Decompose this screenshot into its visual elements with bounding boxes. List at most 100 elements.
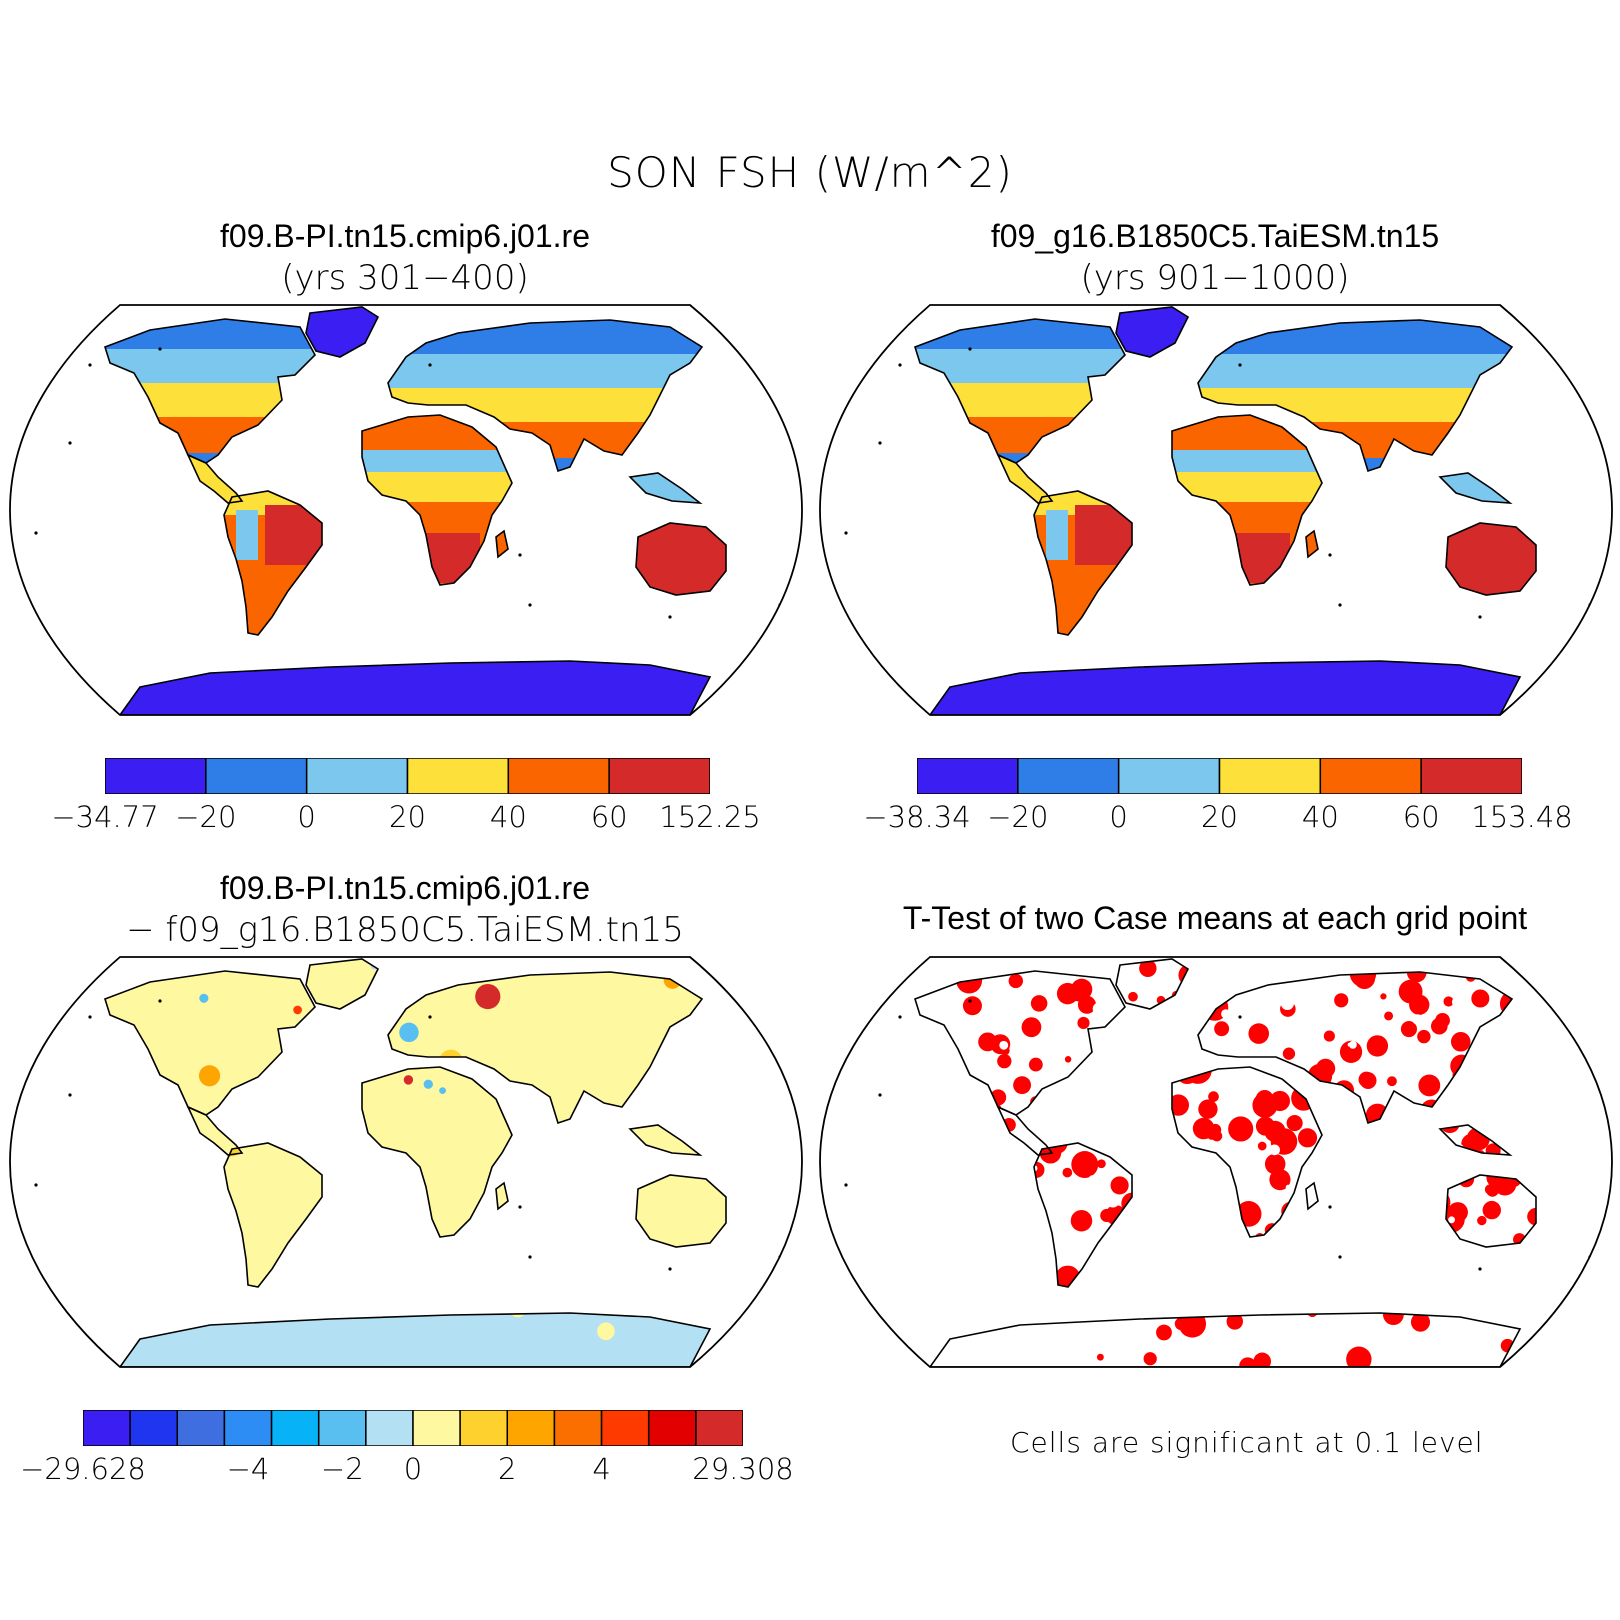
coastline [305, 958, 380, 1010]
colorbar-box [270, 1410, 320, 1446]
island-mark [518, 1205, 522, 1209]
panel-1-title: f09.B-PI.tn15.cmip6.j01.re [220, 218, 590, 254]
island-mark [844, 531, 848, 535]
colorbar-box [205, 758, 308, 794]
coastline [996, 1105, 1054, 1156]
colorbar-tick-label: 40 [489, 800, 527, 834]
coastline [1445, 522, 1537, 596]
panel-3-title: f09.B-PI.tn15.cmip6.j01.re [220, 870, 590, 906]
colorbar-box [1017, 758, 1120, 794]
colorbar-tick-label: 60 [590, 800, 628, 834]
coastline [996, 453, 1054, 504]
coastline [223, 490, 323, 636]
colorbar-tick-label: 4 [592, 1452, 611, 1486]
island-mark [898, 1015, 902, 1019]
coastline [628, 472, 703, 504]
coastline [635, 1174, 727, 1248]
colorbar-tick-label: 0 [403, 1452, 423, 1486]
coastline [104, 970, 316, 1116]
colorbar-box [1420, 758, 1522, 794]
coastline [186, 453, 244, 504]
island-mark [68, 441, 72, 445]
colorbar-box [412, 1410, 461, 1446]
colorbar-tick-label: −20 [987, 800, 1049, 834]
island-mark [428, 1015, 432, 1019]
colorbar-tick-label: −4 [226, 1452, 270, 1486]
coastline [1305, 529, 1319, 559]
island-mark [968, 347, 972, 351]
colorbar-box [608, 758, 710, 794]
coastline [928, 1312, 1522, 1367]
coastline [387, 971, 704, 1125]
coastline [305, 306, 380, 358]
colorbar-box [647, 1410, 697, 1446]
coastline [1445, 1174, 1537, 1248]
panel-3-subtitle: − f09_g16.B1850C5.TaiESM.tn15 [126, 910, 684, 950]
island-mark [1328, 1205, 1332, 1209]
island-mark [34, 531, 38, 535]
colorbar-box [176, 1410, 226, 1446]
island-mark [158, 347, 162, 351]
land-australia [1446, 523, 1536, 595]
panel-1-colorbar-labels: −34.77 −20 0 20 40 60 152.25 [51, 800, 760, 840]
coastline [628, 1124, 703, 1156]
island-mark [1338, 1255, 1342, 1259]
panel-2-subtitle: (yrs 901−1000) [1080, 258, 1350, 298]
colorbar-tick-label: −20 [175, 800, 237, 834]
coastline [1197, 319, 1514, 473]
island-mark [878, 1093, 882, 1097]
coastline [361, 414, 513, 586]
coastline [361, 1066, 513, 1238]
panel-2-title: f09_g16.B1850C5.TaiESM.tn15 [990, 218, 1440, 254]
colorbar-box [507, 758, 610, 794]
panel-4-title: T-Test of two Case means at each grid po… [902, 900, 1528, 936]
coastline [1171, 1066, 1323, 1238]
colorbar-box [406, 758, 510, 794]
colorbar-box [83, 1410, 131, 1446]
island-mark [88, 363, 92, 367]
coastline [1438, 1124, 1513, 1156]
colorbar-box [129, 1410, 179, 1446]
colorbar-tick-label: −2 [320, 1452, 364, 1486]
island-mark [668, 615, 672, 619]
coastline [1033, 1142, 1133, 1288]
map-outline [9, 956, 803, 1368]
land-australia [636, 523, 726, 595]
colorbar-tick-label: −29.628 [20, 1452, 146, 1486]
panel-4-map [819, 956, 1613, 1368]
coastline [1171, 414, 1323, 586]
colorbar-tick-label: 0 [1109, 800, 1128, 834]
island-mark [68, 1093, 72, 1097]
colorbar-box [695, 1410, 743, 1446]
coastline [387, 319, 704, 473]
panel-1-map [9, 304, 803, 716]
colorbar-box [1218, 758, 1322, 794]
colorbar-tick-label: 153.48 [1471, 800, 1573, 834]
panel-2-colorbar-labels: −38.34 −20 0 20 40 60 153.48 [863, 800, 1572, 840]
coastline [118, 1312, 712, 1367]
island-mark [898, 363, 902, 367]
coastline [495, 529, 509, 559]
coastline [1033, 490, 1133, 636]
coastline [914, 318, 1126, 464]
island-mark [1478, 1267, 1482, 1271]
island-mark [158, 999, 162, 1003]
island-mark [878, 441, 882, 445]
coastline [1115, 306, 1190, 358]
colorbar-box [305, 758, 409, 794]
island-mark [518, 553, 522, 557]
island-mark [428, 363, 432, 367]
panel-2-colorbar [917, 758, 1522, 794]
colorbar-tick-label: 0 [297, 800, 316, 834]
island-mark [34, 1183, 38, 1187]
map-outline [819, 956, 1613, 1368]
colorbar-box [1117, 758, 1221, 794]
coastline [635, 522, 727, 596]
coastline [1197, 971, 1514, 1125]
island-mark [1338, 603, 1342, 607]
colorbar-tick-label: 40 [1301, 800, 1339, 834]
panel-2-map [819, 304, 1613, 716]
coastline [186, 1105, 244, 1156]
colorbar-box [553, 1410, 603, 1446]
coastline [1115, 958, 1190, 1010]
